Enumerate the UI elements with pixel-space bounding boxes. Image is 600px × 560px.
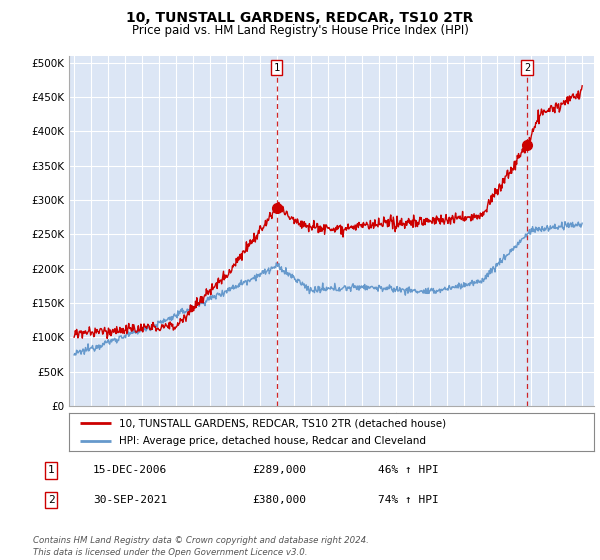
Text: 2: 2 (47, 495, 55, 505)
Text: 74% ↑ HPI: 74% ↑ HPI (378, 495, 439, 505)
Text: 46% ↑ HPI: 46% ↑ HPI (378, 465, 439, 475)
Text: 15-DEC-2006: 15-DEC-2006 (93, 465, 167, 475)
Text: 10, TUNSTALL GARDENS, REDCAR, TS10 2TR: 10, TUNSTALL GARDENS, REDCAR, TS10 2TR (127, 11, 473, 25)
Text: Contains HM Land Registry data © Crown copyright and database right 2024.
This d: Contains HM Land Registry data © Crown c… (33, 536, 369, 557)
Text: £380,000: £380,000 (252, 495, 306, 505)
Text: £289,000: £289,000 (252, 465, 306, 475)
Text: 1: 1 (274, 63, 280, 73)
Text: 1: 1 (47, 465, 55, 475)
Text: Price paid vs. HM Land Registry's House Price Index (HPI): Price paid vs. HM Land Registry's House … (131, 24, 469, 36)
Text: HPI: Average price, detached house, Redcar and Cleveland: HPI: Average price, detached house, Redc… (119, 436, 426, 446)
Text: 10, TUNSTALL GARDENS, REDCAR, TS10 2TR (detached house): 10, TUNSTALL GARDENS, REDCAR, TS10 2TR (… (119, 418, 446, 428)
Text: 30-SEP-2021: 30-SEP-2021 (93, 495, 167, 505)
Text: 2: 2 (524, 63, 530, 73)
